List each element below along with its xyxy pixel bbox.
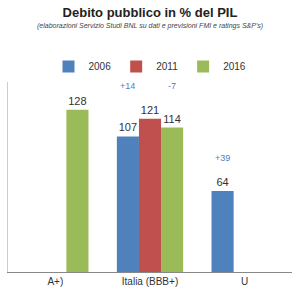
svg-text:2016: 2016 [223,61,246,72]
svg-text:114: 114 [163,113,181,125]
svg-text:(elaborazioni Servizio Studi B: (elaborazioni Servizio Studi BNL su dati… [37,22,263,30]
svg-text:Italia (BBB+): Italia (BBB+) [122,276,178,287]
svg-text:-7: -7 [168,81,176,91]
svg-text:A+): A+) [47,276,63,287]
svg-text:121: 121 [141,104,159,116]
svg-text:+14: +14 [120,81,135,91]
svg-text:107: 107 [119,121,137,133]
svg-text:2006: 2006 [89,61,112,72]
svg-text:U: U [241,276,248,287]
svg-text:Debito pubblico in % del PIL: Debito pubblico in % del PIL [63,5,238,20]
svg-text:128: 128 [68,95,86,107]
svg-text:+39: +39 [215,153,230,163]
svg-text:64: 64 [216,176,228,188]
svg-text:2011: 2011 [156,61,178,72]
